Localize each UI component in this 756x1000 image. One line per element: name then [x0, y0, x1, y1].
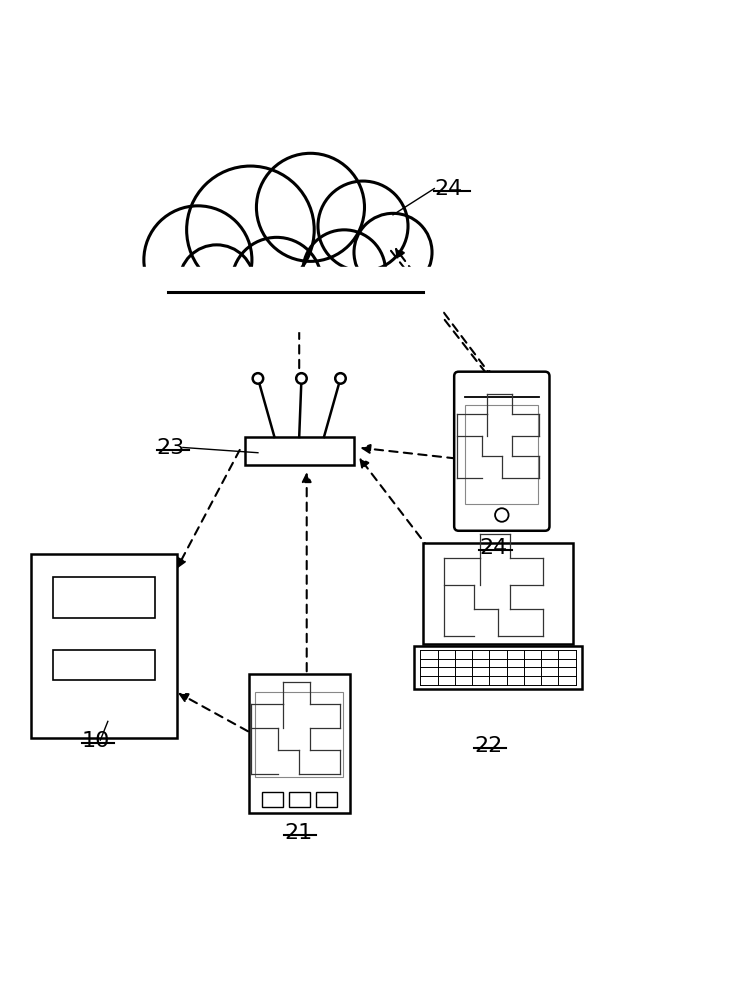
Circle shape	[256, 153, 364, 261]
Bar	[126, 267, 442, 331]
Circle shape	[354, 213, 432, 291]
Circle shape	[303, 230, 386, 312]
FancyBboxPatch shape	[53, 577, 155, 618]
FancyBboxPatch shape	[262, 792, 283, 807]
FancyBboxPatch shape	[256, 692, 343, 777]
FancyBboxPatch shape	[289, 792, 310, 807]
Text: 24: 24	[434, 179, 463, 199]
Circle shape	[335, 373, 345, 384]
FancyBboxPatch shape	[316, 792, 336, 807]
Circle shape	[253, 373, 263, 384]
FancyBboxPatch shape	[31, 554, 177, 738]
FancyBboxPatch shape	[249, 674, 350, 813]
Circle shape	[187, 166, 314, 294]
Text: 21: 21	[284, 823, 312, 843]
FancyBboxPatch shape	[53, 650, 155, 680]
Circle shape	[144, 206, 252, 314]
Text: 10: 10	[82, 731, 110, 751]
Text: 22: 22	[474, 736, 502, 756]
Circle shape	[231, 237, 322, 327]
Circle shape	[296, 373, 307, 384]
FancyBboxPatch shape	[414, 646, 582, 689]
Text: 23: 23	[156, 438, 185, 458]
FancyBboxPatch shape	[466, 405, 538, 504]
Circle shape	[495, 508, 509, 522]
Circle shape	[179, 245, 254, 320]
FancyBboxPatch shape	[245, 437, 354, 465]
FancyBboxPatch shape	[454, 372, 550, 531]
Text: 24: 24	[479, 538, 507, 558]
Circle shape	[318, 181, 408, 271]
FancyBboxPatch shape	[423, 543, 573, 644]
